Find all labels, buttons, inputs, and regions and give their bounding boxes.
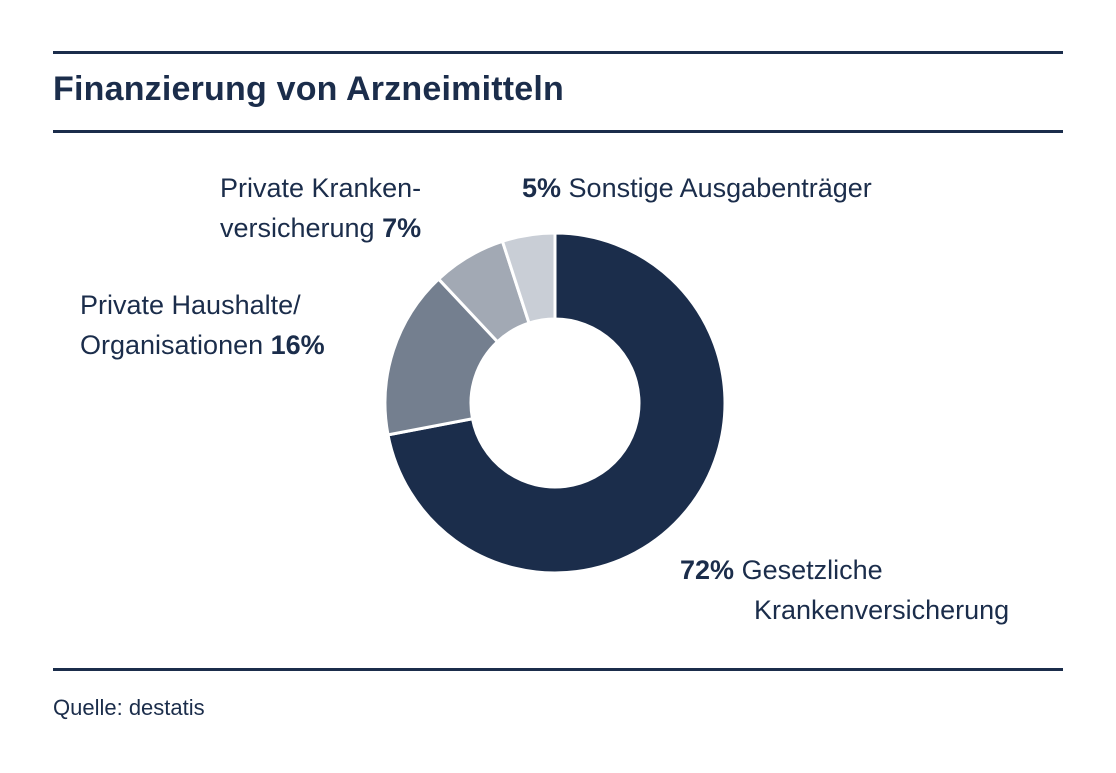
title-underline-rule: [53, 130, 1063, 133]
top-rule: [53, 51, 1063, 54]
slice-value-gkv: 72%: [680, 555, 735, 585]
slice-name-private-haushalte-line2: Organisationen: [80, 330, 264, 360]
donut-slice-sonstige: [500, 231, 557, 326]
donut-slice-gkv: [386, 231, 727, 575]
slice-label-gkv: 72% Gesetzliche Krankenversicherung: [680, 550, 1009, 630]
slice-label-sonstige: 5% Sonstige Ausgabenträger: [522, 168, 872, 208]
slice-value-sonstige: 5%: [522, 173, 562, 203]
bottom-rule: [53, 668, 1063, 671]
slice-label-private-haushalte: Private Haushalte/ Organisationen 16%: [80, 285, 325, 365]
slice-value-pkv: 7%: [382, 213, 422, 243]
source-note: Quelle: destatis: [53, 695, 205, 720]
slice-value-private-haushalte: 16%: [270, 330, 325, 360]
slice-name-gkv-line1: Gesetzliche: [741, 555, 883, 585]
slice-name-pkv-line1: Private Kranken-: [220, 173, 422, 203]
slice-name-gkv-line2: Krankenversicherung: [754, 595, 1010, 625]
slice-label-pkv: Private Kranken- versicherung 7%: [220, 168, 421, 248]
chart-title: Finanzierung von Arzneimitteln: [53, 70, 564, 108]
donut-slices: [383, 231, 727, 575]
slice-name-sonstige: Sonstige Ausgabenträger: [568, 173, 872, 203]
slice-name-private-haushalte-line1: Private Haushalte/: [80, 290, 301, 320]
slice-name-pkv-line2: versicherung: [220, 213, 375, 243]
